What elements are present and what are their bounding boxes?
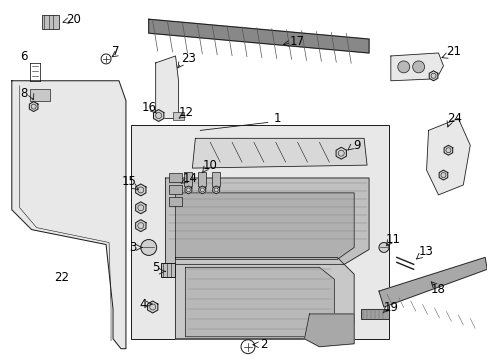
Polygon shape: [335, 147, 346, 159]
Circle shape: [412, 61, 424, 73]
Bar: [161, 264, 174, 277]
Text: 16: 16: [141, 101, 156, 114]
Polygon shape: [185, 267, 334, 337]
Circle shape: [141, 239, 156, 255]
Polygon shape: [135, 220, 145, 231]
Bar: [212, 172, 220, 186]
Bar: [172, 112, 184, 121]
Bar: [168, 185, 182, 194]
Bar: [168, 197, 182, 206]
Text: 14: 14: [183, 171, 198, 185]
Polygon shape: [438, 170, 447, 180]
Polygon shape: [304, 314, 353, 347]
Polygon shape: [155, 56, 178, 118]
Polygon shape: [135, 184, 145, 196]
Bar: [198, 172, 206, 186]
Polygon shape: [184, 186, 191, 194]
Circle shape: [397, 61, 409, 73]
Polygon shape: [153, 109, 163, 121]
Text: 24: 24: [446, 112, 461, 125]
Text: 11: 11: [385, 233, 400, 246]
Polygon shape: [199, 186, 205, 194]
Text: 15: 15: [121, 175, 136, 189]
Bar: [131, 125, 388, 339]
Circle shape: [378, 243, 388, 252]
Polygon shape: [390, 53, 443, 81]
Text: 1: 1: [273, 112, 281, 125]
Text: 5: 5: [152, 261, 159, 274]
Bar: [360, 309, 388, 319]
Polygon shape: [148, 19, 368, 53]
Bar: [184, 172, 192, 186]
Text: 12: 12: [179, 106, 194, 119]
Text: 23: 23: [181, 53, 196, 66]
Polygon shape: [147, 301, 158, 313]
Text: 6: 6: [20, 50, 27, 63]
Polygon shape: [443, 145, 452, 155]
Polygon shape: [135, 202, 145, 214]
Polygon shape: [212, 186, 219, 194]
Text: 2: 2: [260, 338, 267, 351]
Text: 7: 7: [112, 45, 120, 58]
Text: 22: 22: [54, 271, 69, 284]
Text: 18: 18: [430, 283, 445, 296]
Polygon shape: [12, 81, 126, 349]
Text: 21: 21: [445, 45, 460, 58]
Polygon shape: [175, 193, 353, 260]
Text: 9: 9: [353, 139, 360, 152]
Polygon shape: [428, 71, 437, 81]
Text: 4: 4: [139, 297, 146, 311]
Polygon shape: [192, 138, 366, 168]
Bar: [41, 15, 60, 29]
Text: 3: 3: [129, 241, 136, 254]
Bar: [168, 173, 182, 182]
Text: 8: 8: [20, 87, 27, 100]
Bar: [30, 89, 49, 100]
Text: 19: 19: [383, 301, 398, 314]
Text: 17: 17: [289, 35, 305, 48]
Polygon shape: [426, 118, 469, 195]
Polygon shape: [165, 178, 368, 264]
Polygon shape: [29, 102, 38, 112]
Text: 10: 10: [203, 159, 217, 172]
Polygon shape: [378, 257, 486, 307]
Text: 20: 20: [66, 13, 81, 26]
Polygon shape: [175, 257, 353, 339]
Text: 13: 13: [418, 245, 433, 258]
